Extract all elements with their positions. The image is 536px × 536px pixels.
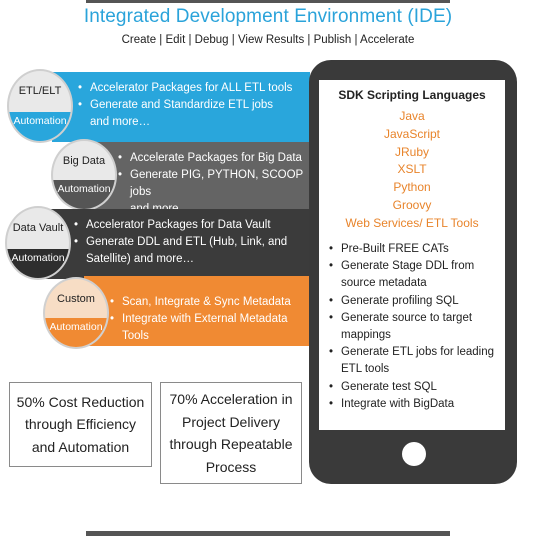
language-item: JRuby <box>394 144 429 159</box>
custom-circle: Custom Automation <box>43 277 109 349</box>
feature-item: Pre-Built FREE CATs <box>327 241 503 258</box>
feature-item: Integrate with BigData <box>327 396 503 413</box>
custom-band: Scan, Integrate & Sync Metadata Integrat… <box>84 276 310 346</box>
feature-item: Generate test SQL <box>327 379 503 396</box>
language-item: Python <box>393 180 431 195</box>
etl-band: Accelerator Packages for ALL ETL tools G… <box>52 72 310 142</box>
bigdata-circle: Big Data Automation <box>51 139 117 211</box>
acceleration-text: 70% Acceleration in Project Delivery thr… <box>169 391 293 475</box>
cost-reduction-text: 50% Cost Reduction through Efficiency an… <box>16 393 145 455</box>
feature-item: Generate ETL jobs for leading ETL tools <box>327 344 503 378</box>
sdk-title: SDK Scripting Languages <box>338 88 486 102</box>
phone-home-button <box>402 442 426 466</box>
language-item: Java <box>399 109 425 123</box>
top-divider <box>86 0 450 3</box>
bigdata-bullet-1: Accelerate Packages for Big Data <box>116 150 310 167</box>
feature-item: Generate profiling SQL <box>327 293 503 310</box>
datavault-circle-sub: Automation <box>7 248 69 278</box>
datavault-bullet-2: Generate DDL and ETL (Hub, Link, and Sat… <box>72 234 300 268</box>
datavault-circle: Data Vault Automation <box>5 206 71 280</box>
datavault-band: Accelerator Packages for Data Vault Gene… <box>42 209 310 279</box>
page-subtitle: Create | Edit | Debug | View Results | P… <box>121 34 415 46</box>
etl-circle: ETL/ELT Automation <box>7 69 73 143</box>
language-item: XSLT <box>397 162 427 177</box>
cost-reduction-box: 50% Cost Reduction through Efficiency an… <box>9 382 152 467</box>
custom-bullet-2: Integrate with External Metadata Tools <box>108 311 310 345</box>
custom-circle-label: Custom <box>57 292 95 305</box>
feature-item: Generate source to target mappings <box>327 310 503 344</box>
language-item: JavaScript <box>383 126 441 141</box>
etl-circle-label: ETL/ELT <box>18 85 62 98</box>
etl-more: and more… <box>90 116 151 128</box>
sdk-feature-list: Pre-Built FREE CATs Generate Stage DDL f… <box>327 241 503 413</box>
bigdata-circle-sub: Automation <box>53 180 115 209</box>
custom-circle-sub: Automation <box>45 318 107 347</box>
page-title: Integrated Development Environment (IDE) <box>83 6 453 27</box>
bottom-divider <box>86 531 450 536</box>
datavault-circle-label: Data Vault <box>12 222 64 235</box>
custom-bullet-1: Scan, Integrate & Sync Metadata <box>108 294 310 311</box>
language-item: Web Services/ ETL Tools <box>345 215 479 230</box>
etl-bullet-2: Generate and Standardize ETL jobs <box>76 97 310 114</box>
sdk-language-list: Java JavaScript JRuby XSLT Python Groovy… <box>319 108 505 233</box>
bigdata-bullet-2: Generate PIG, PYTHON, SCOOP jobs <box>116 167 310 201</box>
bigdata-band: Accelerate Packages for Big Data Generat… <box>90 142 310 215</box>
feature-item: Generate Stage DDL from source metadata <box>327 258 503 292</box>
datavault-bullet-1: Accelerator Packages for Data Vault <box>72 217 300 234</box>
etl-circle-sub: Automation <box>9 111 71 141</box>
language-item: Groovy <box>392 197 432 212</box>
bigdata-circle-label: Big Data <box>62 154 106 167</box>
acceleration-box: 70% Acceleration in Project Delivery thr… <box>160 382 302 484</box>
etl-bullet-1: Accelerator Packages for ALL ETL tools <box>76 80 310 97</box>
